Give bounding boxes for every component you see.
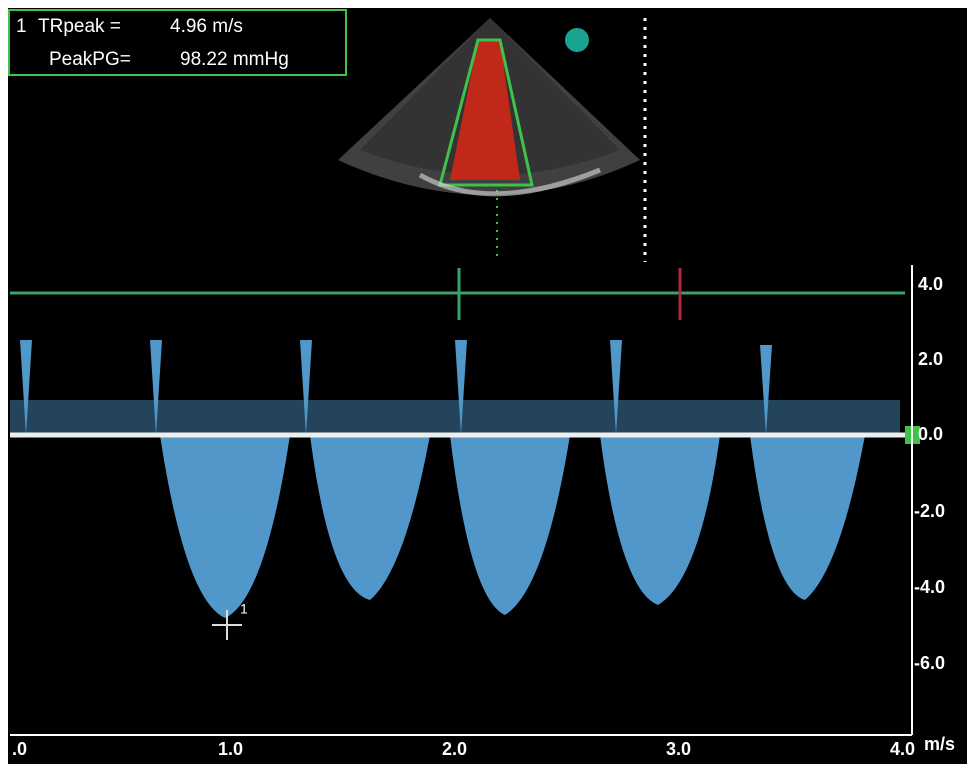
velocity-label: 2.0 [918, 349, 943, 369]
velocity-label: -6.0 [914, 653, 945, 673]
measurement-index: 1 [16, 16, 27, 37]
time-label: .0 [12, 739, 27, 759]
measurement-value: 4.96 m/s [170, 16, 243, 37]
ultrasound-screen: 1 TRpeak = 4.96 m/s PeakPG= 98.22 mmHg 1… [0, 0, 967, 764]
indicator-dot [565, 28, 589, 52]
time-label: 1.0 [218, 739, 243, 759]
measurement-value: 98.22 mmHg [180, 49, 289, 70]
velocity-unit: m/s [924, 734, 955, 754]
velocity-label: 4.0 [918, 274, 943, 294]
cursor-label: 1 [240, 601, 248, 617]
measurement-label: TRpeak = [38, 16, 121, 37]
time-label: 4.0 [890, 739, 915, 759]
time-label: 3.0 [666, 739, 691, 759]
velocity-label: -4.0 [914, 577, 945, 597]
time-label: 2.0 [442, 739, 467, 759]
velocity-label: -2.0 [914, 501, 945, 521]
measurement-label: PeakPG= [49, 49, 131, 70]
velocity-label: 0.0 [918, 424, 943, 444]
